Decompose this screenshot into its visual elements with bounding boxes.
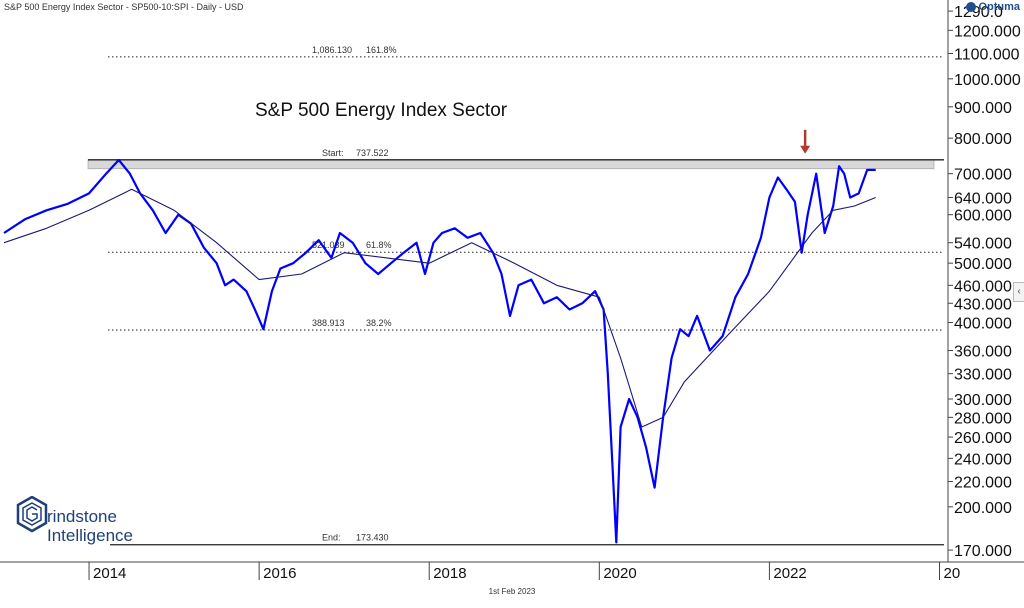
collapse-panel-button[interactable]: ‹ [1013,282,1024,302]
fib-level-label: End: [322,533,341,543]
y-tick-label: 900.000 [954,100,1012,117]
x-tick-label: 2014 [93,565,126,582]
x-tick-label: 2020 [603,565,636,582]
y-tick-label: 500.000 [954,256,1012,273]
down-arrow-marker [800,129,811,154]
y-tick-label: 430.000 [954,296,1012,313]
y-tick-label: 1200.000 [954,23,1021,40]
optuma-logo-icon [966,2,977,12]
y-tick-label: 800.000 [954,131,1012,148]
logo-line2: Intelligence [47,526,133,545]
moving-average-line [3,188,876,428]
grindstone-logo: rindstone Intelligence [16,495,166,553]
y-tick-label: 540.000 [954,236,1012,253]
y-tick-label: 260.000 [954,430,1012,447]
logo-line1: rindstone [47,507,117,526]
x-tick-label: 20 [943,565,960,582]
x-tick-label: 2016 [263,565,296,582]
fib-level-value: 38.2% [366,318,392,328]
y-tick-label: 330.000 [954,367,1012,384]
x-tick-label: 2018 [433,565,466,582]
fib-level-label: 388.913 [312,318,345,328]
y-tick-label: 1290.0 [954,4,1003,21]
y-tick-label: 280.000 [954,410,1012,427]
footer-date: 1st Feb 2023 [488,587,536,596]
y-tick-label: 360.000 [954,344,1012,361]
y-tick-label: 600.000 [954,208,1012,225]
y-tick-label: 170.000 [954,543,1012,560]
optuma-brand: Optuma [966,1,1020,13]
fib-level-value: 173.430 [356,533,389,543]
y-tick-label: 200.000 [954,500,1012,517]
x-tick-label: 2022 [773,565,806,582]
y-tick-label: 1100.000 [954,46,1020,63]
y-tick-label: 1000.000 [954,72,1021,89]
resistance-zone [87,159,935,170]
y-tick-label: 300.000 [954,392,1012,409]
fib-level-value: 161.8% [366,45,397,55]
optuma-brand-text: Optuma [978,1,1020,13]
fib-level-value: 737.522 [356,148,389,158]
y-tick-label: 240.000 [954,451,1012,468]
y-tick-label: 400.000 [954,316,1012,333]
y-tick-label: 640.000 [954,191,1012,208]
fib-level-label: Start: [322,148,344,158]
y-tick-label: 700.000 [954,167,1012,184]
hexagon-g-icon: rindstone Intelligence [16,495,133,545]
chart-title: S&P 500 Energy Index Sector [255,100,508,121]
price-line [3,158,876,544]
fib-level-value: 61.8% [366,240,392,250]
y-tick-label: 460.000 [954,278,1012,295]
fib-level-label: 1,086.130 [312,45,352,55]
fib-level-label: 521.039 [312,240,345,250]
chart-header: S&P 500 Energy Index Sector - SP500-10:S… [4,2,244,12]
y-tick-label: 220.000 [954,474,1012,491]
